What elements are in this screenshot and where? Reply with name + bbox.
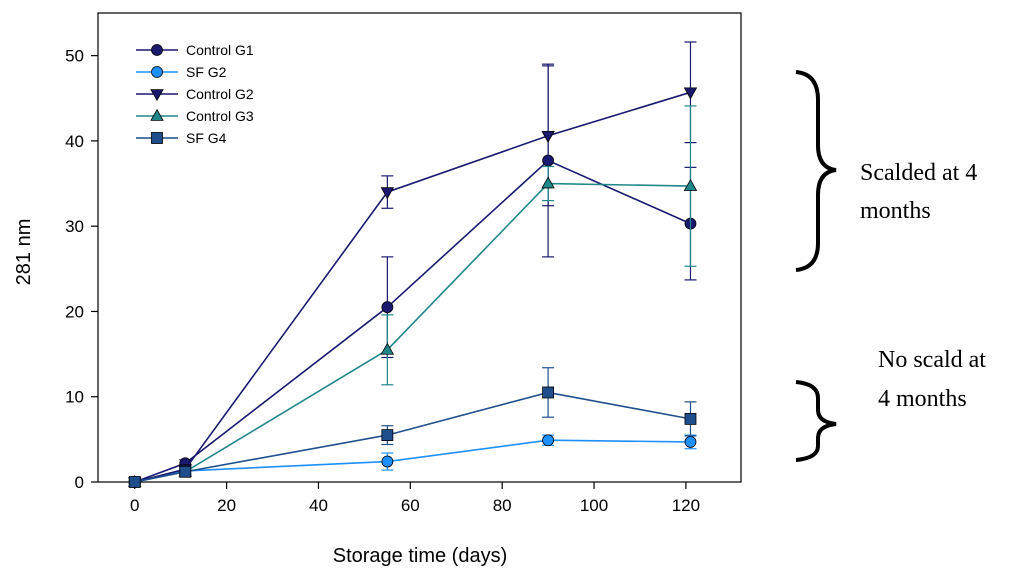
y-axis: 0 10 20 30 40 50 [65, 47, 98, 492]
legend-marker [151, 44, 163, 56]
legend-item: SF G2 [136, 64, 227, 80]
annotation-no-scald-line1: No scald at [878, 347, 986, 373]
brace-scalded [795, 70, 837, 272]
plot-frame [97, 12, 742, 483]
x-tick-label: 100 [580, 496, 608, 515]
annotation-no-scald-line2: 4 months [878, 386, 967, 412]
x-tick-label: 40 [309, 496, 328, 515]
y-axis-title: 281 nm [13, 219, 35, 286]
series-line [134, 91, 691, 483]
x-tick-label: 60 [401, 496, 420, 515]
legend-label: Control G1 [186, 42, 254, 58]
series-layer [128, 41, 698, 490]
legend-item: Control G2 [136, 86, 254, 102]
legend: Control G1 SF G2 Control G2 Control G3 SF G4 [136, 42, 254, 146]
legend-label: SF G2 [186, 64, 227, 80]
legend-marker [150, 108, 164, 121]
legend-marker [151, 132, 163, 144]
data-point [128, 476, 141, 488]
y-tick-label: 50 [65, 47, 84, 66]
data-point [542, 434, 554, 447]
data-point [380, 187, 395, 200]
data-point [684, 436, 697, 448]
series-2 [128, 434, 697, 488]
y-tick-label: 40 [65, 132, 84, 151]
x-tick-label: 20 [217, 496, 236, 515]
data-point [684, 412, 697, 425]
legend-item: SF G4 [136, 130, 227, 146]
annotation-no-scald: No scald at 4 months [795, 347, 986, 462]
legend-label: SF G4 [186, 130, 227, 146]
data-point [381, 455, 394, 468]
y-tick-label: 20 [65, 302, 84, 321]
series-line [134, 439, 691, 483]
data-point [541, 176, 555, 189]
brace-no-scald [795, 380, 837, 462]
data-point [179, 465, 192, 478]
data-point [683, 87, 698, 100]
annotation-scalded: Scalded at 4 months [795, 70, 977, 272]
x-tick-label: 120 [672, 496, 700, 515]
legend-label: Control G2 [186, 86, 254, 102]
legend-item: Control G3 [136, 108, 254, 124]
y-tick-label: 0 [75, 473, 84, 492]
legend-item: Control G1 [136, 42, 254, 58]
legend-marker [150, 89, 164, 102]
annotation-scalded-line2: months [860, 198, 931, 224]
x-axis: 0 20 40 60 80 100 120 [130, 482, 700, 515]
x-axis-title: Storage time (days) [333, 545, 508, 567]
y-tick-label: 10 [65, 388, 84, 407]
data-point [683, 178, 698, 191]
series-1 [128, 63, 697, 488]
series-5 [128, 367, 697, 488]
data-point [541, 130, 555, 143]
data-point [542, 386, 554, 399]
x-tick-label: 0 [130, 496, 139, 515]
series-line [134, 159, 691, 483]
legend-label: Control G3 [186, 108, 254, 124]
data-point [381, 301, 394, 314]
data-point [380, 342, 395, 355]
legend-marker [151, 66, 163, 78]
x-tick-label: 80 [493, 496, 512, 515]
data-point [381, 429, 394, 442]
y-tick-label: 30 [65, 217, 84, 236]
annotation-scalded-line1: Scalded at 4 [860, 160, 977, 186]
